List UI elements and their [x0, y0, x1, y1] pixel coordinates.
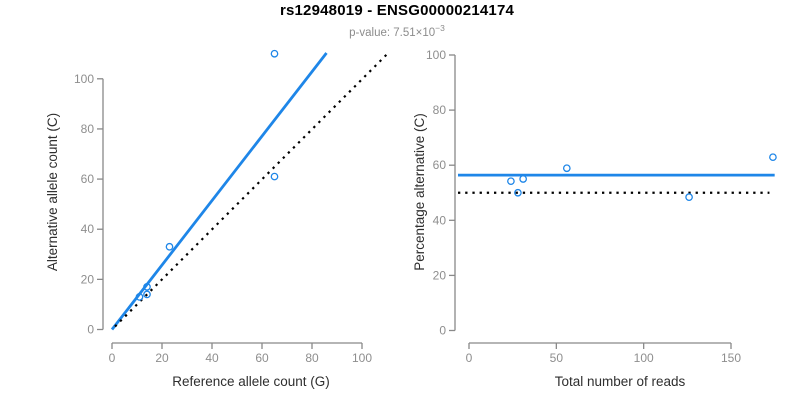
- x-tick-label: 50: [550, 351, 564, 365]
- y-tick-label: 20: [433, 268, 447, 282]
- y-tick-label: 100: [426, 48, 446, 62]
- y-tick-label: 60: [81, 172, 95, 186]
- data-point: [507, 177, 515, 186]
- y-tick-label: 0: [439, 324, 446, 338]
- data-point: [135, 293, 144, 301]
- x-tick-label: 100: [352, 351, 372, 365]
- data-point: [270, 172, 279, 181]
- y-tick-label: 0: [87, 323, 94, 337]
- data-point: [143, 283, 151, 291]
- allele-count-panel: 0 20 40 60 80 100 0 20 40 60 80 100 Reference allele…: [45, 49, 388, 389]
- pvalue-exponent: −3: [435, 23, 445, 33]
- x-tick-label: 40: [205, 351, 219, 365]
- pvalue-text: p-value: 7.51×10: [349, 26, 436, 39]
- x-tick-label: 150: [721, 351, 741, 365]
- data-point: [769, 153, 777, 162]
- x-tick-label: 20: [155, 351, 169, 365]
- x-tick-label: 80: [305, 351, 319, 365]
- y-tick-label: 60: [433, 158, 447, 172]
- y-axis-label: Percentage alternative (C): [412, 113, 427, 271]
- data-point: [562, 164, 571, 173]
- data-point: [519, 175, 527, 183]
- plot-subtitle: p-value: 7.51×10−3: [0, 23, 794, 39]
- x-tick-label: 60: [255, 351, 269, 365]
- x-axis-label: Reference allele count (G): [172, 374, 330, 389]
- y-tick-label: 40: [81, 222, 95, 236]
- x-tick-label: 100: [634, 351, 654, 365]
- data-point: [143, 290, 151, 299]
- x-axis-label: Total number of reads: [555, 374, 686, 389]
- data-point: [165, 242, 174, 251]
- plot-title: rs12948019 - ENSG00000214174: [279, 2, 515, 19]
- y-tick-label: 20: [81, 272, 95, 286]
- y-tick-label: 100: [74, 72, 94, 86]
- y-tick-label: 80: [433, 103, 447, 117]
- data-point: [685, 193, 693, 202]
- x-tick-label: 0: [466, 351, 473, 365]
- percentage-panel: 0 20 40 60 80 100 0 50 100 150 Total number of rea…: [412, 48, 777, 389]
- data-point: [270, 49, 279, 58]
- x-tick-label: 0: [109, 351, 116, 365]
- y-tick-label: 40: [433, 213, 447, 227]
- data-point: [514, 188, 522, 197]
- y-tick-label: 80: [81, 122, 95, 136]
- y-axis-label: Alternative allele count (C): [45, 113, 60, 271]
- identity-line: [114, 53, 388, 328]
